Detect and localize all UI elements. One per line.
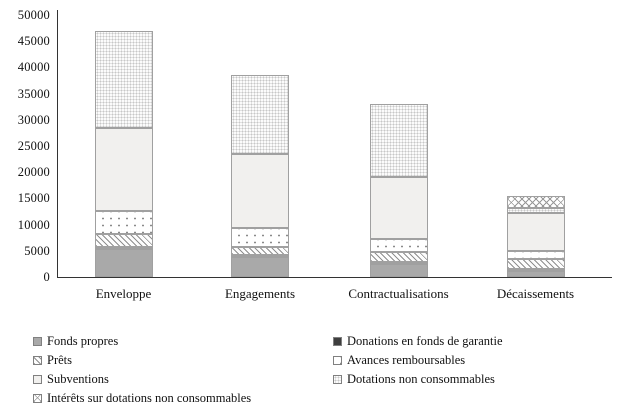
legend-column-left: Fonds propres Prêts Subventions Intérêts… [33,332,251,408]
x-axis-category-label: Décaissements [496,286,575,301]
segment-subventions [506,212,565,251]
y-axis-tick-label: 15000 [17,191,50,206]
legend-label: Avances remboursables [347,353,466,367]
legend-item-prets: Prêts [33,351,251,370]
segment-dotations-non-consommables [231,75,289,154]
segment-donations-en-fonds-de-garantie [369,261,428,264]
segment-subventions [369,177,428,240]
segment-avances-remboursables [231,227,289,248]
legend-label: Donations en fonds de garantie [347,334,503,348]
legend-item-subventions: Subventions [33,370,251,389]
legend-label: Intérêts sur dotations non consommables [47,391,252,405]
legend-item-fonds-propres: Fonds propres [33,332,251,351]
legend-item-interets-dotations: Intérêts sur dotations non consommables [33,389,251,408]
segment-fonds-propres [231,257,289,277]
segment-subventions [94,127,153,211]
legend-swatch-interets-dotations [33,394,42,403]
y-axis-tick-label: 45000 [17,34,50,49]
segment-dotations-non-consommables [369,104,428,178]
legend-label: Prêts [47,353,72,367]
legend-item-donations-garantie: Donations en fonds de garantie [333,332,503,351]
segment-prets [506,259,565,269]
y-axis-tick-label: 20000 [17,165,50,180]
y-axis-tick-label: 35000 [17,86,50,101]
x-axis-line [57,276,612,278]
segment-fonds-propres [506,270,565,277]
y-axis-line [57,10,59,278]
legend-swatch-avances-remboursables [333,356,342,365]
segment-avances-remboursables [94,210,153,234]
legend-label: Fonds propres [47,334,119,348]
legend-label: Dotations non consommables [347,372,495,386]
legend-item-dotations-non-consommables: Dotations non consommables [333,370,503,389]
segment-prets [94,233,153,247]
legend-label: Subventions [47,372,109,386]
segment-donations-en-fonds-de-garantie [94,246,153,250]
segment-fonds-propres [369,263,428,277]
segment-fonds-propres [94,249,153,277]
y-axis-tick-label: 10000 [17,217,50,232]
segment-dotations-non-consommables [94,30,153,128]
x-axis-category-label: Enveloppe [95,286,152,301]
y-axis-tick-label: 30000 [17,112,50,127]
legend-column-right: Donations en fonds de garantie Avances r… [333,332,503,389]
segment-subventions [231,153,289,228]
segment-interets-sur-dotations-non-consommables [506,195,565,209]
segment-avances-remboursables [506,250,565,260]
segment-avances-remboursables [369,239,428,253]
legend-swatch-fonds-propres [33,337,42,346]
segment-prets [231,247,289,255]
x-axis-category-label: Engagements [224,286,296,301]
segment-donations-en-fonds-de-garantie [506,268,565,271]
legend-swatch-subventions [33,375,42,384]
y-axis-tick-label: 0 [43,270,50,284]
legend-swatch-prets [33,356,42,365]
legend-swatch-dotations-non-consommables [333,375,342,384]
y-axis-tick-label: 50000 [17,8,50,22]
segment-prets [369,252,428,262]
y-axis-tick-label: 5000 [24,243,50,258]
segment-dotations-non-consommables [506,208,565,213]
segment-donations-en-fonds-de-garantie [231,254,289,258]
y-axis-tick-label: 40000 [17,60,50,75]
y-axis-tick-label: 25000 [17,139,50,153]
x-axis-category-label: Contractualisations [348,286,449,301]
legend-item-avances-remboursables: Avances remboursables [333,351,503,370]
legend-swatch-donations-garantie [333,337,342,346]
